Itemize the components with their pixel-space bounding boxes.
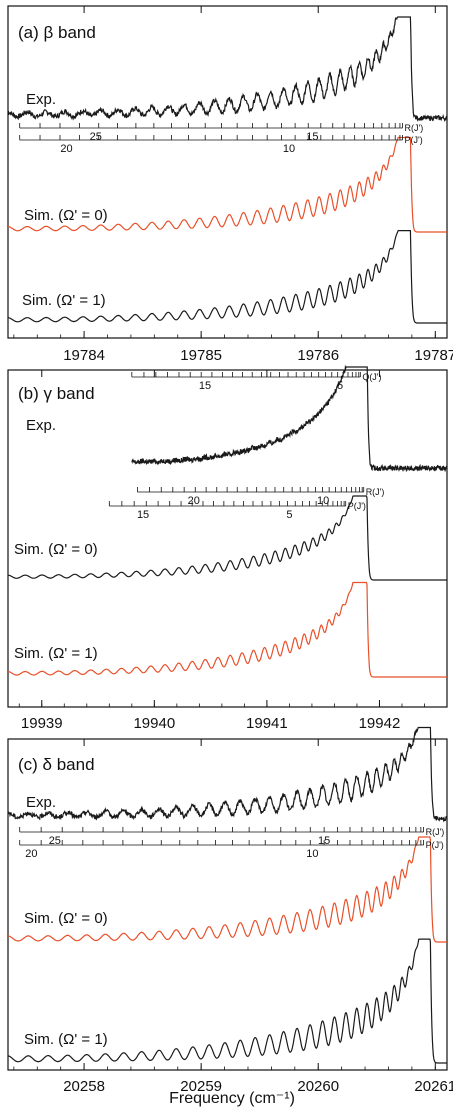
ladder-name: R(J') (405, 123, 424, 133)
series-trace-3 (8, 231, 447, 323)
x-tick-label: 19939 (21, 715, 63, 732)
series-label: Sim. (Ω' = 0) (24, 910, 108, 927)
panel-title: (c) δ band (18, 755, 95, 774)
ladder-label: 20 (188, 495, 200, 507)
series-trace-2 (8, 496, 447, 580)
ladder-label: 15 (199, 380, 211, 392)
series-label: Exp. (26, 417, 56, 434)
series-trace-1 (132, 367, 447, 471)
x-axis-label: Frequency (cm⁻¹) (169, 1090, 295, 1107)
ladder-name: Q(J') (362, 372, 381, 382)
ladder-P(J'): 20 10 P(J') (20, 840, 444, 860)
ladder-label: 5 (286, 509, 292, 521)
ladder-label: 25 (90, 131, 102, 143)
ladder-label: 20 (25, 848, 37, 860)
ladder-Q(J'): 15 5 Q(J') (132, 372, 382, 392)
ladder-R(J'): 2515R(J') (20, 827, 445, 847)
x-tick-label: 20261 (414, 1078, 453, 1095)
ladder-name: P(J') (426, 840, 444, 850)
x-tick-label: 20258 (63, 1078, 105, 1095)
ladder-label: 20 (60, 143, 72, 155)
x-tick-label: 19784 (63, 347, 105, 364)
series-label: Exp. (26, 91, 56, 108)
ladder-label: 15 (137, 509, 149, 521)
ladder-name: P(J') (405, 135, 423, 145)
series-label: Sim. (Ω' = 0) (24, 207, 108, 224)
ladder-label: 5 (337, 380, 343, 392)
series-label: Exp. (26, 794, 56, 811)
x-tick-label: 20260 (297, 1078, 339, 1095)
series-label: Sim. (Ω' = 1) (22, 292, 106, 309)
series-label: Sim. (Ω' = 0) (14, 541, 98, 558)
ladder-label: 10 (283, 143, 295, 155)
panel-3: (c) δ band20258202592026020261Exp.Sim. (… (8, 728, 453, 1096)
ladder-label: 10 (306, 848, 318, 860)
series-trace-3 (8, 583, 447, 678)
ladder-P(J'): 20 10 P(J') (20, 135, 423, 155)
x-tick-label: 19787 (414, 347, 453, 364)
panel-title: (b) γ band (18, 384, 95, 403)
panel-2: (b) γ band 19939 19940 19941 19942 Exp. Sim. (… (8, 367, 447, 732)
ladder-name: R(J') (366, 487, 385, 497)
series-trace-1 (8, 728, 447, 821)
x-tick-label: 19942 (359, 715, 401, 732)
panel-title: (a) β band (18, 23, 96, 42)
series-label: Sim. (Ω' = 1) (14, 645, 98, 662)
x-tick-label: 19941 (246, 715, 288, 732)
ladder-name: R(J') (426, 827, 445, 837)
x-tick-label: 19940 (133, 715, 175, 732)
x-tick-label: 19786 (297, 347, 339, 364)
series-label: Sim. (Ω' = 1) (24, 1031, 108, 1048)
panel-1: (a) β band 19784 19785 19786 19787 Exp. Sim. (… (8, 6, 453, 364)
ladder-name: P(J') (348, 501, 366, 511)
x-tick-label: 19785 (180, 347, 222, 364)
